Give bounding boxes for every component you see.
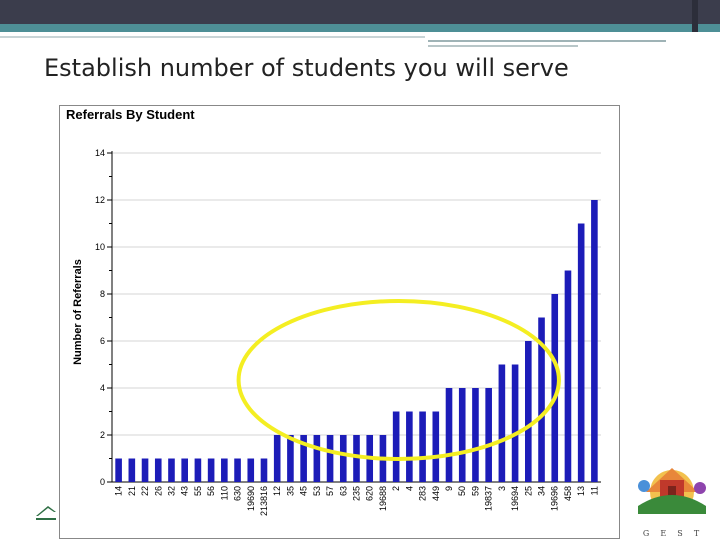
x-tick-label: 19688 <box>378 486 388 511</box>
x-tick-label: 57 <box>325 486 335 496</box>
x-tick-label: 43 <box>180 486 190 496</box>
school-logo-icon <box>638 468 706 514</box>
bar <box>207 458 215 482</box>
school-logo: G E S T <box>632 462 712 538</box>
y-tick-label: 0 <box>100 477 105 487</box>
x-tick-label: 4 <box>404 486 414 491</box>
bar <box>564 270 572 482</box>
top-bar <box>0 0 720 32</box>
bar <box>154 458 162 482</box>
bar <box>300 435 307 482</box>
y-tick-label: 10 <box>95 242 105 252</box>
school-logo-letters: G E S T <box>642 529 702 538</box>
bar <box>511 364 519 482</box>
divider-short <box>428 45 578 47</box>
x-tick-label: 630 <box>233 486 243 501</box>
bar <box>168 458 175 482</box>
bar <box>458 388 466 482</box>
bar <box>445 388 453 482</box>
divider-left <box>0 36 425 38</box>
bar <box>260 458 268 482</box>
top-bar-notch <box>692 0 698 32</box>
bar <box>326 435 334 482</box>
x-tick-label: 235 <box>352 486 362 501</box>
x-tick-label: 34 <box>537 486 547 496</box>
x-tick-label: 63 <box>338 486 348 496</box>
logo-left-icon <box>36 506 56 520</box>
y-tick-label: 6 <box>100 336 105 346</box>
bar <box>115 458 122 482</box>
y-tick-label: 8 <box>100 289 105 299</box>
highlight-ellipse <box>236 299 561 461</box>
x-tick-label: 19690 <box>246 486 256 511</box>
bar <box>525 341 532 482</box>
x-tick-label: 458 <box>563 486 573 501</box>
x-tick-label: 14 <box>114 486 124 496</box>
bar <box>432 411 440 482</box>
x-tick-label: 35 <box>285 486 295 496</box>
x-tick-label: 283 <box>418 486 428 501</box>
x-tick-label: 19837 <box>484 486 494 511</box>
bar <box>128 458 136 482</box>
bar <box>472 388 479 482</box>
x-tick-label: 55 <box>193 486 203 496</box>
bar <box>498 364 506 482</box>
chart-frame: Referrals By Student Number of Referrals… <box>59 105 620 539</box>
bar <box>551 294 559 482</box>
x-tick-label: 50 <box>457 486 467 496</box>
x-tick-label: 22 <box>140 486 150 496</box>
bar <box>406 411 413 482</box>
x-tick-label: 620 <box>365 486 375 501</box>
bar <box>181 458 188 482</box>
chart-title: Referrals By Student <box>66 107 195 122</box>
bar <box>591 200 598 482</box>
x-tick-label: 45 <box>299 486 309 496</box>
x-tick-label: 21 <box>127 486 137 496</box>
bar <box>313 435 321 482</box>
x-tick-label: 12 <box>272 486 282 496</box>
y-tick-label: 12 <box>95 195 105 205</box>
bar <box>287 435 294 482</box>
bar <box>247 458 255 482</box>
x-tick-label: 32 <box>166 486 176 496</box>
bar <box>577 223 585 482</box>
bar <box>234 458 241 482</box>
y-tick-label: 4 <box>100 383 105 393</box>
accent-stripe <box>0 24 720 32</box>
x-tick-label: 3 <box>497 486 507 491</box>
bar <box>141 458 149 482</box>
bar <box>392 411 400 482</box>
x-tick-label: 449 <box>431 486 441 501</box>
x-tick-label: 13 <box>576 486 586 496</box>
y-tick-label: 14 <box>95 148 105 158</box>
x-tick-label: 110 <box>219 486 229 500</box>
x-tick-label: 19696 <box>550 486 560 511</box>
bar <box>419 411 426 482</box>
x-tick-label: 2 <box>391 486 401 491</box>
bar <box>273 435 281 482</box>
x-tick-label: 53 <box>312 486 322 496</box>
x-tick-label: 25 <box>523 486 533 496</box>
x-tick-label: 26 <box>153 486 163 496</box>
slide-title: Establish number of students you will se… <box>44 54 569 82</box>
x-tick-label: 59 <box>470 486 480 496</box>
x-tick-label: 11 <box>589 486 599 495</box>
bar <box>485 388 492 482</box>
bar <box>353 435 360 482</box>
x-tick-label: 19694 <box>510 486 520 511</box>
y-tick-label: 2 <box>100 430 105 440</box>
x-tick-label: 213816 <box>259 486 269 516</box>
x-tick-label: 56 <box>206 486 216 496</box>
bar <box>221 458 228 482</box>
divider-right <box>428 40 666 42</box>
bar <box>538 317 545 482</box>
x-tick-label: 9 <box>444 486 454 491</box>
bar <box>339 435 347 482</box>
bar <box>194 458 202 482</box>
